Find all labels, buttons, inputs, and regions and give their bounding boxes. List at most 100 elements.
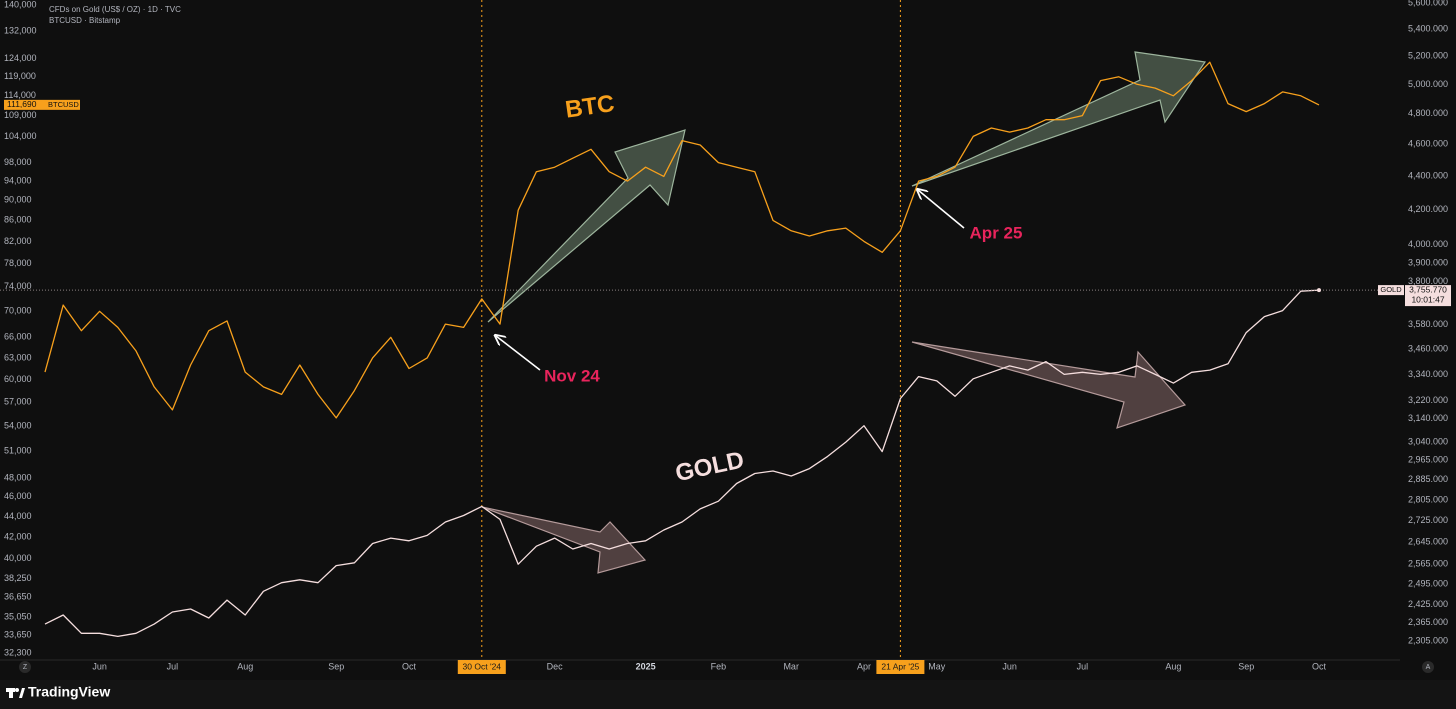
y2-tick-label: 2,565.000 xyxy=(1408,559,1448,569)
y-tick-label: 94,000 xyxy=(4,175,32,185)
corner-button-label[interactable]: A xyxy=(1426,664,1431,671)
y-tick-label: 60,000 xyxy=(4,374,32,384)
y2-tick-label: 2,805.000 xyxy=(1408,494,1448,504)
last-point xyxy=(1317,288,1321,293)
countdown: 10:01:47 xyxy=(1411,294,1444,304)
x-tick-label: Aug xyxy=(1165,661,1181,671)
pointer-arrow xyxy=(496,336,541,371)
y-tick-label: 32,300 xyxy=(4,647,32,657)
y2-tick-label: 4,600.000 xyxy=(1408,139,1448,149)
trend-arrow xyxy=(487,129,686,323)
y-tick-label: 40,000 xyxy=(4,553,32,563)
y2-tick-label: 5,400.000 xyxy=(1408,23,1448,33)
trend-arrow xyxy=(911,51,1207,187)
trend-arrow xyxy=(911,341,1187,429)
y-tick-label: 124,000 xyxy=(4,53,37,63)
y2-tick-label: 3,220.000 xyxy=(1408,395,1448,405)
y-tick-label: 132,000 xyxy=(4,25,37,35)
chart-title: CFDs on Gold (US$ / OZ) · 1D · TVC xyxy=(49,5,181,14)
y2-tick-label: 2,495.000 xyxy=(1408,578,1448,588)
x-tick-label: Oct xyxy=(1312,661,1327,671)
y2-tick-label: 3,340.000 xyxy=(1408,369,1448,379)
series-line xyxy=(44,61,1320,419)
y-tick-label: 104,000 xyxy=(4,131,37,141)
y2-tick-label: 4,200.000 xyxy=(1408,204,1448,214)
y-tick-label: 46,000 xyxy=(4,491,32,501)
brand[interactable]: TradingView xyxy=(28,684,110,700)
y2-tick-label: 5,200.000 xyxy=(1408,51,1448,61)
y-tick-label: 140,000 xyxy=(4,0,37,9)
y-tick-label: 90,000 xyxy=(4,195,32,205)
series-name: BTCUSD xyxy=(48,100,79,109)
x-tick-label: Jul xyxy=(167,661,179,671)
y2-tick-label: 2,305.000 xyxy=(1408,635,1448,645)
y2-tick-label: 4,400.000 xyxy=(1408,171,1448,181)
pointer-arrow xyxy=(918,190,965,229)
marker-label: 21 Apr '25 xyxy=(881,661,919,671)
footer-bar xyxy=(0,680,1456,709)
y-tick-label: 98,000 xyxy=(4,157,32,167)
x-tick-label: Jun xyxy=(92,661,107,671)
y-tick-label: 35,050 xyxy=(4,611,32,621)
y2-tick-label: 3,040.000 xyxy=(1408,436,1448,446)
last-value-box xyxy=(1405,285,1451,307)
series-line xyxy=(44,289,1320,638)
y2-tick-label: 2,645.000 xyxy=(1408,537,1448,547)
y2-tick-label: 4,000.000 xyxy=(1408,239,1448,249)
series-name-box xyxy=(1378,285,1404,296)
last-value-box xyxy=(4,99,80,110)
x-tick-label: May xyxy=(928,661,946,671)
y2-tick-label: 3,140.000 xyxy=(1408,413,1448,423)
chart-subtitle: BTCUSD · Bitstamp xyxy=(49,16,121,25)
y-tick-label: 74,000 xyxy=(4,281,32,291)
x-tick-label: Apr xyxy=(857,661,871,671)
y2-tick-label: 3,900.000 xyxy=(1408,257,1448,267)
x-tick-label: Jun xyxy=(1002,661,1017,671)
y-tick-label: 63,000 xyxy=(4,352,32,362)
y-tick-label: 109,000 xyxy=(4,110,37,120)
y2-tick-label: 4,800.000 xyxy=(1408,108,1448,118)
corner-button-label[interactable]: Z xyxy=(23,664,28,671)
x-tick-label: Dec xyxy=(547,661,564,671)
brand-logo xyxy=(6,688,25,698)
y-tick-label: 114,000 xyxy=(4,90,36,100)
y2-tick-label: 3,800.000 xyxy=(1408,276,1448,286)
y2-tick-label: 2,885.000 xyxy=(1408,474,1448,484)
x-tick-label: 2025 xyxy=(636,661,656,671)
y2-tick-label: 3,460.000 xyxy=(1408,343,1448,353)
corner-button[interactable] xyxy=(1422,661,1434,673)
y-tick-label: 48,000 xyxy=(4,472,32,482)
y2-tick-label: 2,365.000 xyxy=(1408,617,1448,627)
x-tick-label: Jul xyxy=(1077,661,1089,671)
y2-tick-label: 2,425.000 xyxy=(1408,599,1448,609)
y-tick-label: 38,250 xyxy=(4,573,32,583)
marker-label: 30 Oct '24 xyxy=(463,661,502,671)
last-value-label: 3,755.770 xyxy=(1409,284,1447,294)
x-tick-label: Feb xyxy=(711,661,727,671)
y-tick-label: 57,000 xyxy=(4,396,32,406)
y-tick-label: 36,650 xyxy=(4,592,32,602)
y-tick-label: 119,000 xyxy=(4,71,36,81)
y-tick-label: 82,000 xyxy=(4,236,32,246)
y2-tick-label: 5,000.000 xyxy=(1408,79,1448,89)
y-tick-label: 42,000 xyxy=(4,531,32,541)
y2-tick-label: 2,725.000 xyxy=(1408,515,1448,525)
y-tick-label: 86,000 xyxy=(4,215,32,225)
y2-tick-label: 3,580.000 xyxy=(1408,319,1448,329)
annotation: Apr 25 xyxy=(970,223,1023,242)
x-tick-label: Oct xyxy=(402,661,417,671)
x-tick-label: Sep xyxy=(1238,661,1254,671)
x-tick-label: Sep xyxy=(328,661,344,671)
y-tick-label: 70,000 xyxy=(4,306,32,316)
y-tick-label: 33,650 xyxy=(4,629,32,639)
marker-label-box xyxy=(876,660,925,674)
y-tick-label: 44,000 xyxy=(4,511,32,521)
corner-button[interactable] xyxy=(19,661,31,673)
y-tick-label: 51,000 xyxy=(4,446,32,456)
last-value-label: 111,690 xyxy=(7,99,37,109)
y-tick-label: 54,000 xyxy=(4,420,32,430)
y2-tick-label: 2,965.000 xyxy=(1408,454,1448,464)
